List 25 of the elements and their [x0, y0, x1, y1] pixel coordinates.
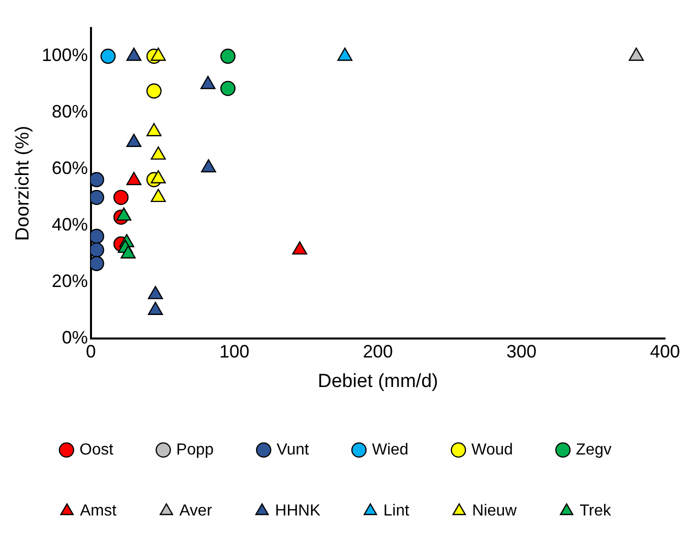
x-tick-label: 300 — [506, 341, 536, 362]
y-tick-label: 60% — [52, 158, 88, 178]
legend-label: Trek — [580, 502, 612, 520]
y-axis-title: Doorzicht (%) — [12, 126, 34, 241]
legend-label: Lint — [383, 502, 410, 520]
y-tick-label: 100% — [42, 45, 88, 66]
legend-label: Wied — [372, 441, 408, 458]
legend-label: Zegv — [576, 441, 612, 458]
y-tick-label: 80% — [52, 102, 88, 122]
legend-label: Aver — [179, 502, 213, 520]
legend-label: Oost — [79, 441, 114, 458]
x-tick-label: 400 — [650, 341, 680, 362]
x-axis-title: Debiet (mm/d) — [318, 370, 438, 392]
legend-label: Woud — [471, 441, 513, 458]
legend-label: Vunt — [276, 441, 310, 458]
y-tick-label: 0% — [62, 328, 88, 348]
x-tick-label: 0 — [86, 341, 96, 362]
y-tick-label: 20% — [52, 271, 88, 292]
y-tick-label: 40% — [52, 214, 88, 235]
legend-label: Nieuw — [472, 502, 518, 520]
legend-label: Popp — [176, 441, 214, 458]
legend-label: HHNK — [275, 502, 321, 520]
legend-label: Amst — [80, 502, 117, 520]
x-tick-label: 100 — [219, 341, 250, 362]
x-tick-label: 200 — [362, 341, 393, 362]
